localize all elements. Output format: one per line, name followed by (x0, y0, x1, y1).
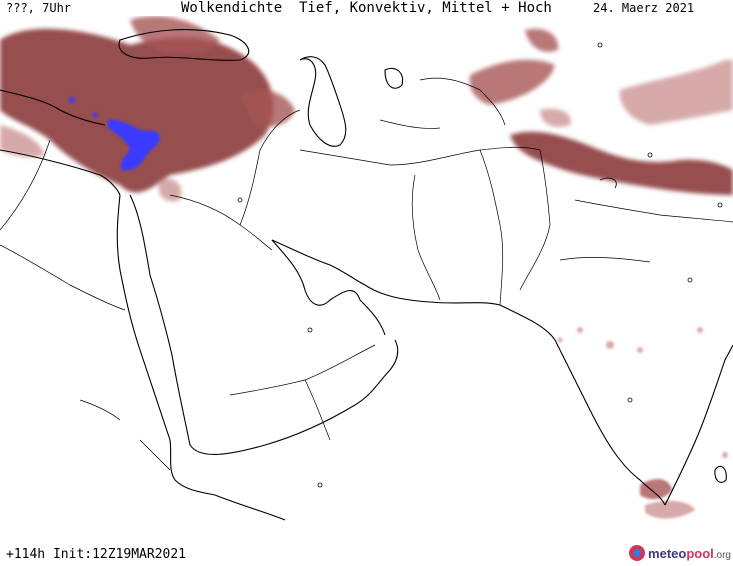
cloud-density-map (0, 16, 733, 521)
meteopool-logo-text: meteopool.org (648, 545, 731, 561)
cloud-field-himalaya (469, 28, 733, 195)
map-title: Wolkendichte Tief, Konvektiv, Mittel + H… (181, 0, 552, 16)
forecast-valid-label: ???, 7Uhr (6, 1, 72, 15)
cloud-core-mediterranean (69, 97, 160, 171)
forecast-run-info: +114h Init:12Z19MAR2021 (6, 547, 187, 562)
meteopool-logo[interactable]: meteopool.org (629, 543, 731, 563)
cloud-field-india-south (557, 327, 728, 519)
meteopool-logo-icon (629, 545, 646, 561)
coastlines (0, 29, 733, 521)
small-islands (237, 42, 723, 488)
forecast-date: 24. Maerz 2021 (593, 1, 695, 15)
country-borders (0, 77, 733, 471)
cloud-field-mediterranean (0, 16, 295, 202)
